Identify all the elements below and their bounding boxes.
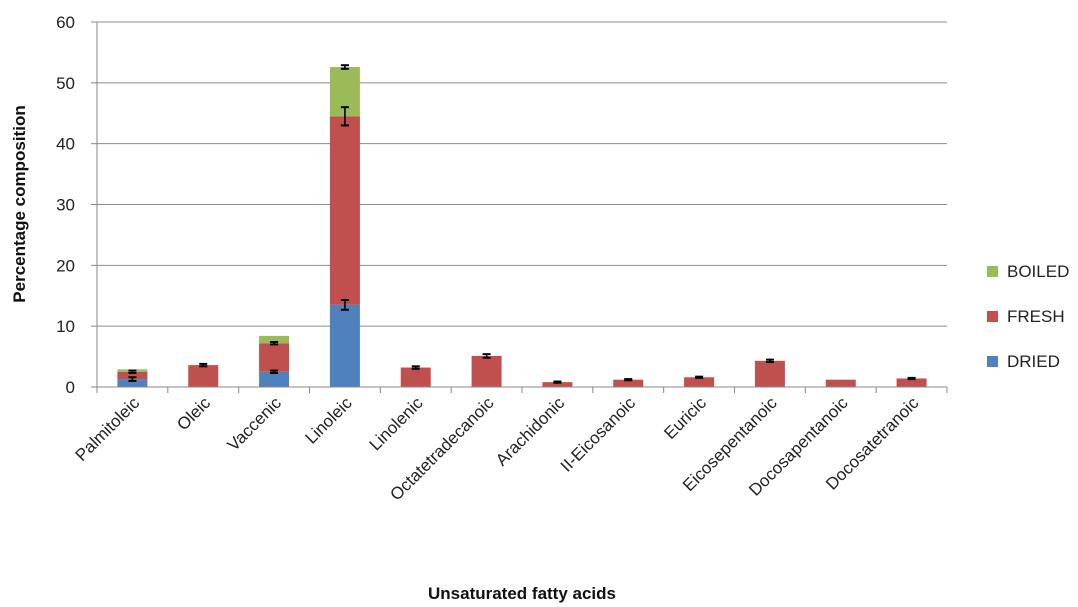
bar-segment-fresh — [329, 116, 360, 305]
x-tick-label: Oleic — [173, 393, 214, 434]
y-axis-title: Percentage composition — [10, 105, 29, 302]
bar-segment-fresh — [613, 379, 644, 387]
legend-label-dried: DRIED — [1007, 352, 1060, 371]
y-tick-label: 10 — [56, 317, 75, 336]
x-tick-label: Palmitoleic — [72, 393, 144, 465]
y-tick-label: 40 — [56, 135, 75, 154]
legend-swatch-boiled — [987, 266, 998, 277]
bar-segment-fresh — [188, 365, 219, 387]
legend: BOILED FRESH DRIED — [987, 262, 1069, 371]
bar-segment-fresh — [400, 367, 431, 387]
x-tick-label: II-Eicosanoic — [557, 393, 640, 476]
bar-segment-fresh — [896, 378, 927, 387]
bar-segment-fresh — [825, 379, 856, 387]
y-tick-label: 20 — [56, 256, 75, 275]
x-axis-title: Unsaturated fatty acids — [428, 584, 616, 603]
error-bars — [128, 64, 916, 384]
bar-segment-dried — [329, 304, 360, 387]
bar-segment-fresh — [542, 382, 573, 387]
x-tick-label: Arachidonic — [492, 393, 569, 470]
legend-swatch-fresh — [987, 311, 998, 322]
legend-swatch-dried — [987, 356, 998, 367]
x-tick-label: Vaccenic — [224, 393, 286, 455]
bar-segment-boiled — [259, 335, 290, 344]
y-tick-label: 50 — [56, 74, 75, 93]
x-tick-labels: Palmitoleic Oleic Vaccenic Linoleic Linoleni… — [72, 387, 948, 504]
legend-label-fresh: FRESH — [1007, 307, 1065, 326]
y-tick-label: 60 — [56, 13, 75, 32]
bar-segment-fresh — [259, 343, 290, 372]
bar-segment-fresh — [684, 377, 715, 387]
gridlines — [97, 21, 947, 327]
bars — [117, 67, 927, 387]
y-tick-label: 0 — [66, 378, 75, 397]
x-tick-label: Euricic — [660, 393, 710, 443]
bar-segment-fresh — [471, 355, 502, 387]
legend-label-boiled: BOILED — [1007, 262, 1069, 281]
y-tick-labels: 0 10 20 30 40 50 60 — [56, 13, 97, 397]
x-tick-label: Linolenic — [366, 393, 427, 454]
x-tick-label: Linoleic — [302, 393, 357, 448]
bar-segment-fresh — [754, 360, 785, 387]
bar-segment-fresh — [117, 371, 148, 380]
bar-segment-dried — [259, 371, 290, 387]
bar-segment-dried — [117, 379, 148, 387]
y-tick-label: 30 — [56, 196, 75, 215]
